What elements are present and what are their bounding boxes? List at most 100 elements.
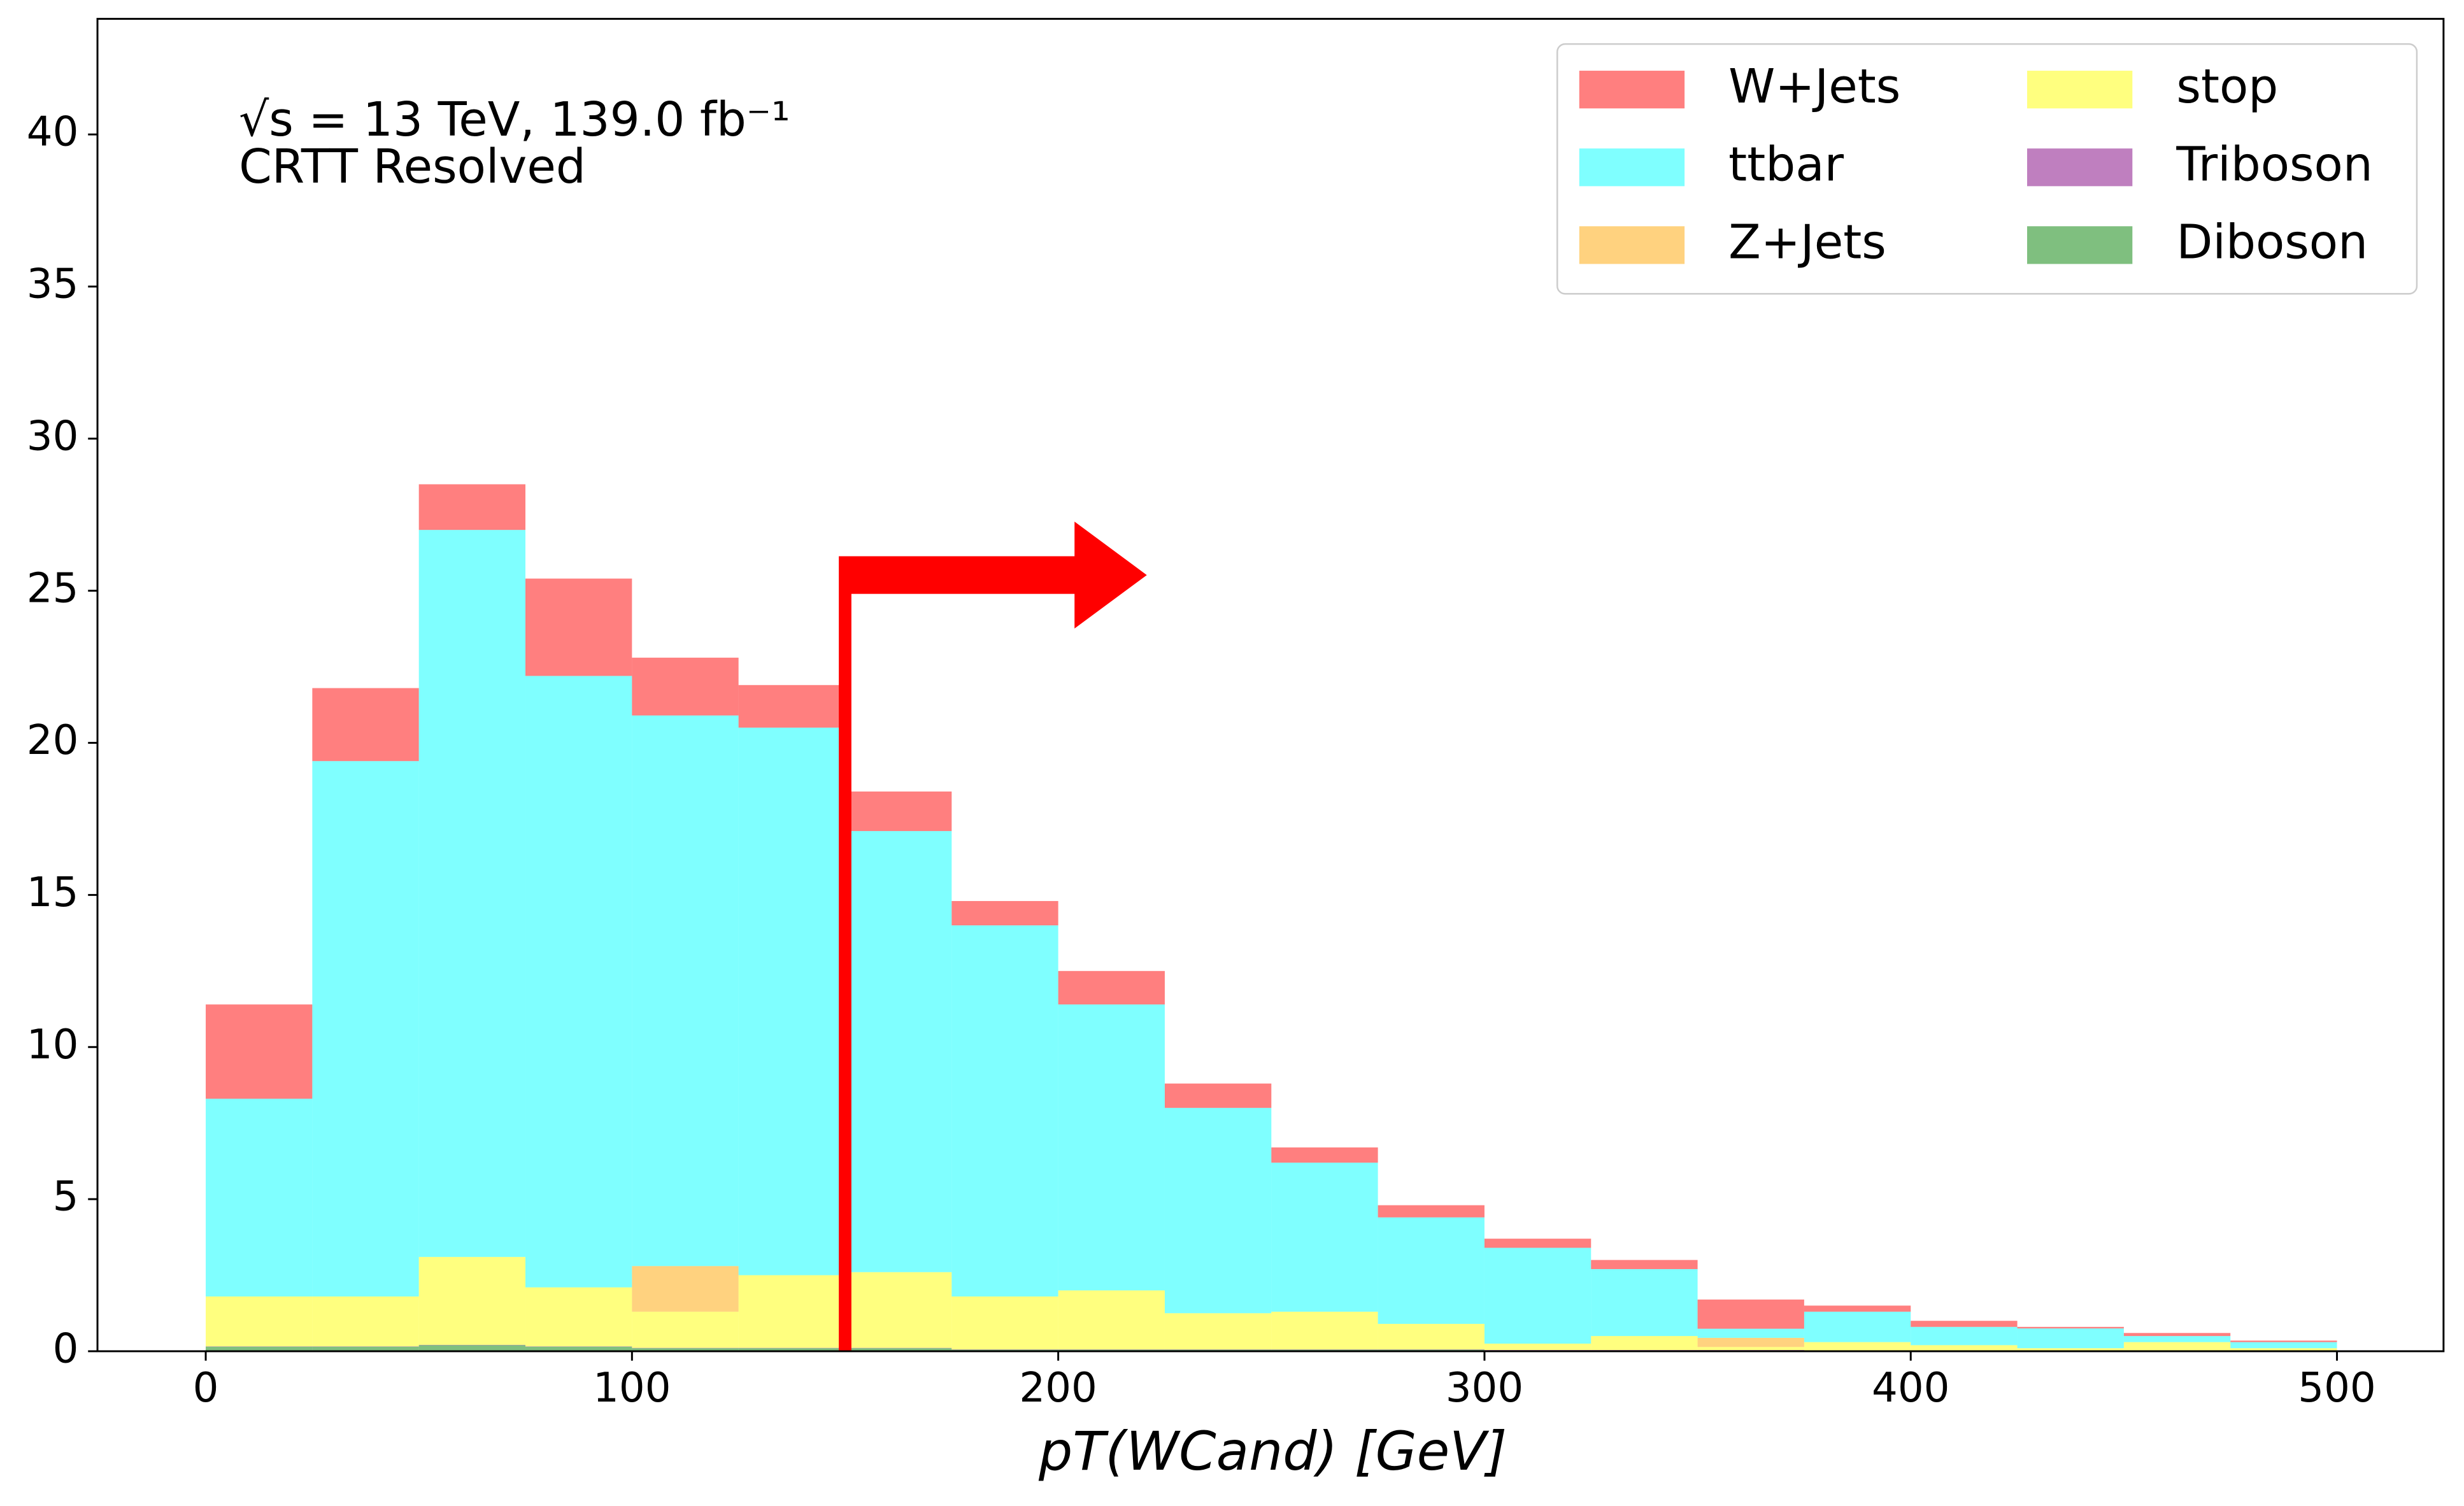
histogram-bar <box>2017 1328 2124 1349</box>
histogram-bar <box>1484 1239 1592 1248</box>
histogram-bar <box>632 657 739 716</box>
histogram-bar <box>738 1348 845 1351</box>
legend-swatch <box>2027 226 2133 264</box>
histogram-bar <box>525 676 632 1288</box>
histogram-bar <box>1591 1260 1698 1269</box>
histogram-bar <box>632 1348 739 1351</box>
legend-swatch <box>2027 148 2133 187</box>
legend-label: Triboson <box>2176 137 2372 192</box>
histogram-bar <box>418 484 526 530</box>
histogram-bar <box>1271 1162 1378 1312</box>
histogram-bar <box>1271 1147 1378 1163</box>
histogram-bar <box>1058 1004 1165 1291</box>
histogram-bar <box>1164 1107 1272 1314</box>
histogram-bar <box>1804 1342 1911 1351</box>
histogram-bar <box>206 1098 313 1296</box>
histogram-bar <box>2230 1342 2337 1349</box>
histogram-bar <box>1804 1305 1911 1312</box>
histogram-bar <box>2123 1342 2231 1351</box>
histogram-bar <box>1591 1336 1698 1351</box>
histogram-bar <box>1911 1321 2018 1327</box>
histogram-bar <box>418 1256 526 1345</box>
histogram-bar <box>738 1275 845 1348</box>
legend-swatch <box>1579 148 1685 187</box>
histogram-bar <box>418 1345 526 1351</box>
legend-label: stop <box>2176 59 2278 114</box>
legend-swatch <box>2027 71 2133 109</box>
histogram-bar <box>1804 1311 1911 1342</box>
y-tick-label: 30 <box>27 412 79 460</box>
x-tick-label: 200 <box>1019 1364 1097 1412</box>
histogram-bar <box>2123 1333 2231 1337</box>
histogram-bar <box>525 1346 632 1351</box>
annotation: CRTT Resolved <box>239 139 586 194</box>
y-tick-label: 10 <box>27 1021 79 1069</box>
histogram-bar <box>1911 1326 2018 1346</box>
histogram-bar <box>1058 970 1165 1005</box>
histogram-bar <box>525 1287 632 1347</box>
histogram-bar <box>632 1311 739 1348</box>
y-tick-label: 20 <box>27 716 79 764</box>
x-tick-label: 0 <box>193 1364 219 1412</box>
legend: W+Jets ttbar Z+Jets stop Triboson Diboson <box>1556 43 2418 295</box>
histogram-bar <box>525 578 632 676</box>
histogram-bar <box>2230 1340 2337 1342</box>
histogram-bar <box>844 1272 952 1348</box>
x-tick-label: 300 <box>1446 1364 1523 1412</box>
histogram-bar <box>1378 1323 1485 1350</box>
histogram-bar <box>632 1266 739 1312</box>
histogram-bar <box>1378 1217 1485 1324</box>
histogram-bar <box>951 925 1058 1296</box>
x-tick-label: 400 <box>1872 1364 1949 1412</box>
histogram-bar <box>738 685 845 728</box>
histogram-bar <box>2017 1348 2124 1351</box>
histogram-bar <box>1484 1344 1592 1351</box>
x-tick-label: 500 <box>2298 1364 2375 1412</box>
histogram-bar <box>1484 1247 1592 1344</box>
histogram-bar <box>951 1296 1058 1350</box>
y-tick-label: 15 <box>27 869 79 916</box>
y-tick-label: 25 <box>27 564 79 612</box>
legend-swatch <box>1579 226 1685 264</box>
histogram-bar <box>844 1348 952 1351</box>
histogram-bar <box>951 900 1058 926</box>
histogram-bar <box>312 761 419 1296</box>
histogram-bar <box>206 1296 313 1347</box>
annotation: √s = 13 TeV, 139.0 fb⁻¹ <box>239 92 790 147</box>
histogram-bar <box>1058 1290 1165 1350</box>
y-tick-label: 5 <box>53 1173 79 1221</box>
histogram-bar <box>1697 1299 1804 1329</box>
histogram-bar <box>1591 1268 1698 1337</box>
x-tick-label: 100 <box>593 1364 671 1412</box>
legend-frame <box>1556 43 2418 295</box>
histogram-bar <box>312 1296 419 1347</box>
histogram-bar <box>206 1004 313 1099</box>
histogram-bar <box>1697 1328 1804 1338</box>
histogram-bar <box>1164 1313 1272 1350</box>
legend-label: Z+Jets <box>1728 215 1886 269</box>
histogram-bar <box>1697 1347 1804 1351</box>
legend-label: W+Jets <box>1728 59 1900 114</box>
histogram-bar <box>844 791 952 832</box>
histogram-bar <box>2017 1326 2124 1329</box>
histogram-bar <box>1911 1345 2018 1351</box>
histogram-bar <box>418 530 526 1257</box>
histogram-bar <box>738 727 845 1275</box>
histogram-bar <box>312 1346 419 1351</box>
histogram-bar <box>844 831 952 1272</box>
histogram-bar <box>2230 1348 2337 1351</box>
y-tick-label: 0 <box>53 1325 79 1373</box>
legend-swatch <box>1579 71 1685 109</box>
legend-label: ttbar <box>1728 137 1844 192</box>
histogram-bar <box>632 715 739 1267</box>
histogram-bar <box>1697 1337 1804 1347</box>
histogram-bar <box>312 688 419 762</box>
y-tick-label: 40 <box>27 108 79 156</box>
plot-frame <box>96 18 2445 1353</box>
x-axis-label: pT(WCand) [GeV] <box>1038 1420 1507 1482</box>
histogram-bar <box>2123 1336 2231 1342</box>
histogram-bar <box>1271 1311 1378 1350</box>
histogram-bar <box>206 1346 313 1351</box>
